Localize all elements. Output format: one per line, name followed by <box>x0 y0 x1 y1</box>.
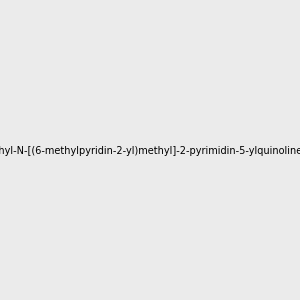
Text: 6-fluoro-N-methyl-N-[(6-methylpyridin-2-yl)methyl]-2-pyrimidin-5-ylquinoline-4-c: 6-fluoro-N-methyl-N-[(6-methylpyridin-2-… <box>0 146 300 157</box>
